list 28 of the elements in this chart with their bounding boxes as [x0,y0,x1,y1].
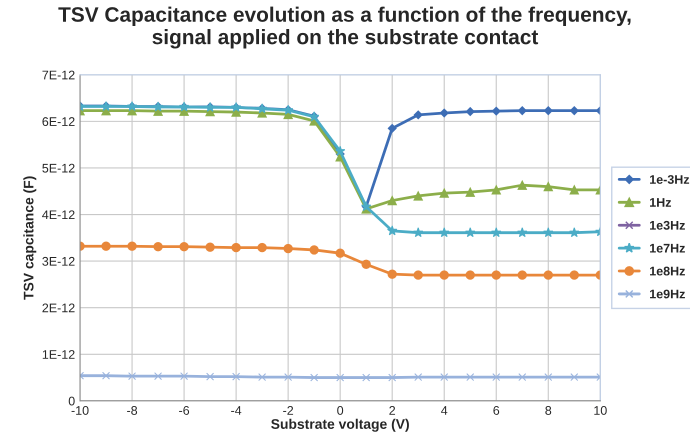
legend-label: 1e3Hz [650,220,685,230]
x-tick-label: -4 [231,406,242,415]
chart-title: TSV Capacitance evolution as a function of the frequency, signal applied on the substrate contact [58,6,631,49]
y-tick-label: 5E-12 [42,164,75,173]
x-tick-label: 6 [493,406,500,415]
legend-label: 1e9Hz [650,290,685,298]
y-tick-label: 0 [68,396,75,406]
y-axis-title: TSV capcitance (F) [23,176,36,300]
legend-label: 1e8Hz [650,266,685,276]
x-axis-title: Substrate voltage (V) [271,418,409,432]
legend-label: 1e7Hz [650,244,685,253]
x-tick-label: -2 [283,406,294,415]
x-tick-label: 8 [545,406,552,415]
legend-label: 1e-3Hz [650,175,690,184]
y-tick-label: 3E-12 [42,256,75,266]
x-tick-label: 0 [337,406,344,415]
x-tick-label: 2 [389,406,396,415]
x-tick-label: 4 [441,406,448,415]
legend-label: 1Hz [650,198,672,207]
y-tick-label: 4E-12 [42,210,75,220]
y-tick-label: 1E-12 [42,350,75,359]
y-tick-label: 6E-12 [42,117,75,126]
x-tick-label: -6 [179,406,190,415]
x-tick-label: -10 [72,406,89,415]
y-tick-label: 2E-12 [42,303,75,312]
y-tick-label: 7E-12 [42,70,75,80]
x-tick-label: 10 [594,406,607,415]
x-tick-label: -8 [127,406,138,415]
